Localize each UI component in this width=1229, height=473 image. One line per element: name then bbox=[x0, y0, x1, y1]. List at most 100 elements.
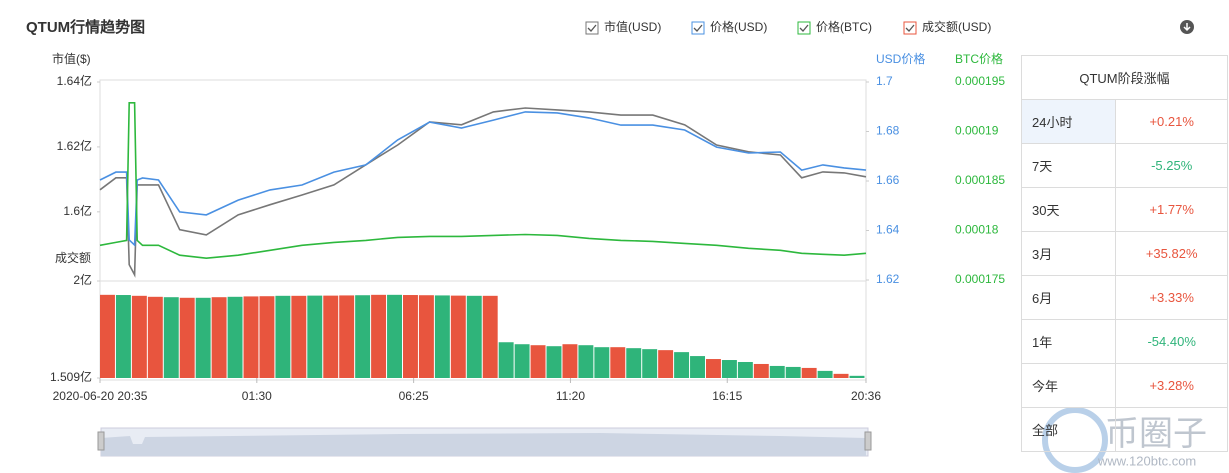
change: +3.33% bbox=[1115, 275, 1228, 320]
legend-check bbox=[693, 24, 703, 32]
period: 今年 bbox=[1020, 363, 1117, 408]
period: 3月 bbox=[1020, 231, 1117, 276]
volume-bar bbox=[466, 295, 482, 378]
legend-label[interactable]: 市值(USD) bbox=[604, 19, 661, 34]
volume-bar bbox=[833, 373, 849, 378]
volume-bar bbox=[163, 297, 179, 378]
period: 全部 bbox=[1020, 407, 1117, 452]
volume-bar bbox=[562, 344, 578, 378]
navigator-handle[interactable] bbox=[864, 431, 872, 451]
volume-bar bbox=[291, 295, 307, 378]
x-tick-label: 06:25 bbox=[399, 389, 429, 403]
volume-bar bbox=[275, 295, 291, 378]
legend-checkbox[interactable] bbox=[903, 21, 917, 35]
period: 30天 bbox=[1020, 187, 1117, 232]
volume-bar bbox=[642, 349, 658, 378]
volume-bar bbox=[753, 363, 769, 378]
legend-label[interactable]: 价格(USD) bbox=[710, 19, 767, 34]
volume-bar bbox=[211, 297, 227, 378]
side-table: QTUM阶段涨幅 24小时 +0.21% 7天 -5.25% 30天 +1.77% 3月 +35… bbox=[1020, 55, 1228, 452]
volume-axis-title: 成交额 bbox=[55, 250, 91, 265]
tick-label: 2亿 bbox=[73, 272, 92, 287]
volume-bar bbox=[690, 356, 705, 378]
tick-label: 0.00019 bbox=[955, 124, 999, 138]
volume-bar bbox=[371, 294, 387, 378]
navigator-handle[interactable] bbox=[97, 431, 105, 451]
table-row: 30天 +1.77% bbox=[1020, 187, 1228, 232]
volume-bar bbox=[482, 295, 498, 378]
x-tick-label: 01:30 bbox=[242, 389, 272, 403]
period: 24小时 bbox=[1020, 99, 1117, 144]
volume-bar bbox=[546, 346, 562, 378]
volume-bar bbox=[769, 365, 785, 378]
volume-bar bbox=[450, 295, 466, 378]
table-row: 3月 +35.82% bbox=[1020, 231, 1228, 276]
navigator-area bbox=[101, 433, 866, 456]
x-tick-label: 2020-06-20 20:35 bbox=[53, 389, 148, 403]
volume-bar bbox=[578, 345, 594, 378]
volume-bar bbox=[307, 295, 323, 378]
tick-label: 1.64亿 bbox=[57, 73, 92, 88]
change: +35.82% bbox=[1115, 231, 1228, 276]
volume-bar bbox=[131, 295, 147, 378]
period: 6月 bbox=[1020, 275, 1117, 320]
table-row: 今年 +3.28% bbox=[1020, 363, 1228, 408]
tick-label: 0.00018 bbox=[955, 223, 999, 237]
legend-label[interactable]: 成交额(USD) bbox=[922, 19, 991, 34]
volume-bar bbox=[626, 348, 642, 378]
volume-bar bbox=[418, 295, 434, 378]
legend-check bbox=[587, 24, 597, 32]
y2-axis-title: USD价格 bbox=[876, 51, 925, 66]
tick-label: 1.68 bbox=[876, 124, 900, 138]
x-tick-label: 11:20 bbox=[556, 389, 585, 403]
volume-bar bbox=[721, 360, 737, 378]
y3-axis-title: BTC价格 bbox=[955, 51, 1003, 66]
tick-label: 0.000175 bbox=[955, 272, 1005, 286]
legend-checkbox[interactable] bbox=[585, 21, 599, 35]
volume-bar bbox=[147, 296, 163, 378]
tick-label: 1.62亿 bbox=[57, 138, 92, 153]
volume-bar bbox=[785, 366, 801, 378]
volume-bar bbox=[227, 296, 243, 378]
tick-label: 0.000195 bbox=[955, 74, 1005, 88]
table-row: 1年 -54.40% bbox=[1020, 319, 1228, 364]
tick-label: 1.7 bbox=[876, 74, 893, 88]
x-tick-label: 16:15 bbox=[712, 389, 742, 403]
tick-label: 1.64 bbox=[876, 223, 900, 237]
download-arrow bbox=[1183, 23, 1191, 32]
volume-bar bbox=[817, 370, 833, 378]
volume-bar bbox=[530, 345, 546, 378]
volume-bar bbox=[610, 347, 626, 378]
tick-label: 1.66 bbox=[876, 173, 900, 187]
volume-bar bbox=[434, 295, 450, 378]
legend-checkbox[interactable] bbox=[691, 21, 705, 35]
change: +3.28% bbox=[1115, 363, 1228, 408]
volume-bar bbox=[658, 350, 674, 378]
volume-bar bbox=[849, 375, 865, 378]
tick-label: 1.509亿 bbox=[50, 369, 92, 384]
price-line bbox=[99, 102, 867, 260]
volume-bar bbox=[179, 297, 195, 378]
volume-bar bbox=[387, 294, 402, 378]
volume-bar bbox=[705, 359, 721, 378]
table-row: 全部 bbox=[1020, 407, 1228, 452]
volume-bar bbox=[243, 296, 259, 378]
volume-bar bbox=[514, 344, 530, 378]
volume-bar bbox=[594, 347, 610, 378]
x-tick-label: 20:36 bbox=[851, 389, 881, 403]
legend-checkbox[interactable] bbox=[797, 21, 811, 35]
price-line bbox=[99, 107, 867, 278]
price-line bbox=[99, 111, 867, 247]
tick-label: 0.000185 bbox=[955, 173, 1005, 187]
change: -5.25% bbox=[1115, 143, 1228, 188]
y-axis-title: 市值($) bbox=[52, 51, 91, 66]
legend-check bbox=[799, 24, 809, 32]
tick-label: 1.62 bbox=[876, 272, 900, 286]
volume-bar bbox=[339, 295, 355, 378]
volume-bar bbox=[323, 295, 339, 378]
volume-bar bbox=[355, 295, 371, 378]
legend-label[interactable]: 价格(BTC) bbox=[816, 19, 872, 34]
volume-bar bbox=[737, 361, 753, 378]
header-row: QTUM阶段涨幅 bbox=[1021, 55, 1228, 100]
